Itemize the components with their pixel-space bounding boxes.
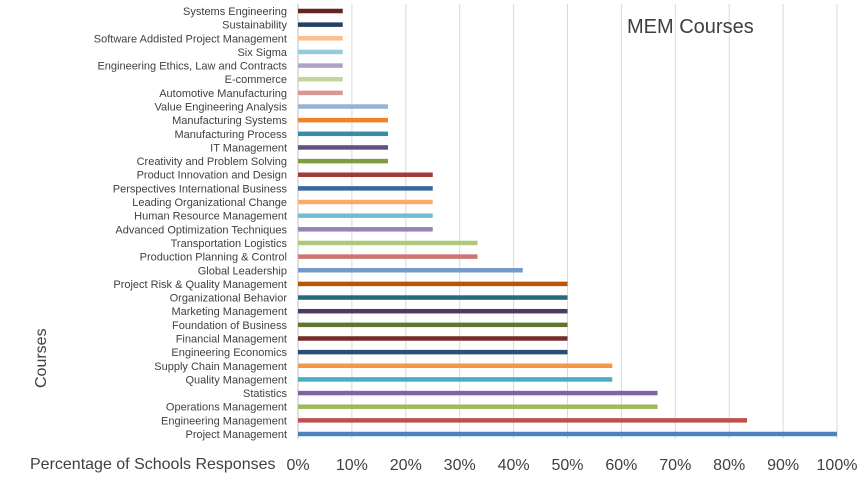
- category-label: Foundation of Business: [172, 320, 287, 332]
- bar: [298, 227, 433, 232]
- bar: [298, 213, 433, 218]
- chart-title: MEM Courses: [627, 16, 754, 38]
- bar: [298, 268, 523, 273]
- category-label: Operations Management: [166, 402, 287, 414]
- bar: [298, 336, 568, 341]
- bar: [298, 431, 837, 437]
- bar: [298, 377, 613, 382]
- bar: [298, 363, 613, 369]
- bar: [298, 390, 658, 396]
- category-label: Value Engineering Analysis: [155, 102, 288, 114]
- x-tick-label: 0%: [286, 457, 309, 474]
- category-label: Product Innovation and Design: [137, 170, 287, 182]
- category-label: Sustainability: [222, 20, 287, 32]
- category-label: Supply Chain Management: [154, 361, 287, 373]
- category-label: E-commerce: [225, 74, 287, 86]
- x-tick-label: 50%: [551, 457, 583, 474]
- category-label: Project Management: [186, 429, 288, 441]
- bar: [298, 36, 343, 41]
- category-label: Advanced Optimization Techniques: [115, 224, 287, 236]
- category-label: Engineering Economics: [171, 347, 287, 359]
- category-label: Production Planning & Control: [140, 252, 287, 264]
- category-label: Systems Engineering: [183, 6, 287, 18]
- x-tick-label: 60%: [605, 457, 637, 474]
- category-label: Quality Management: [186, 374, 288, 386]
- bar: [298, 418, 747, 423]
- category-label: Human Resource Management: [134, 211, 287, 223]
- category-label: Perspectives International Business: [113, 183, 288, 195]
- x-tick-labels: 0% 10% 20% 30% 40% 50% 60% 70% 80% 90% 100%: [286, 457, 857, 474]
- category-label: Software Addisted Project Management: [94, 33, 287, 45]
- x-tick-label: 40%: [498, 457, 530, 474]
- category-label: Manufacturing Systems: [172, 115, 287, 127]
- bar: [298, 104, 389, 109]
- category-label: Creativity and Problem Solving: [137, 156, 287, 168]
- category-label: Engineering Ethics, Law and Contracts: [97, 61, 287, 73]
- bar: [298, 308, 568, 314]
- x-tick-label: 70%: [659, 457, 691, 474]
- bars-group: [298, 8, 837, 437]
- bar: [298, 254, 478, 259]
- category-label: Statistics: [243, 388, 288, 400]
- bar: [298, 322, 568, 328]
- bar: [298, 349, 568, 355]
- category-label: Automotive Manufacturing: [159, 88, 287, 100]
- bar: [298, 172, 433, 177]
- category-label: Engineering Management: [161, 415, 287, 427]
- category-label: Organizational Behavior: [170, 293, 288, 305]
- category-label: Manufacturing Process: [175, 129, 288, 141]
- bar: [298, 295, 568, 300]
- bar: [298, 63, 343, 68]
- bar: [298, 117, 389, 123]
- bar: [298, 90, 343, 96]
- category-label: Marketing Management: [171, 306, 287, 318]
- category-label: Six Sigma: [237, 47, 287, 59]
- category-labels: Project Management Engineering Management…: [94, 6, 288, 441]
- y-axis-title: Courses: [33, 328, 50, 388]
- category-label: Leading Organizational Change: [132, 197, 287, 209]
- x-tick-label: 10%: [336, 457, 368, 474]
- category-label: Financial Management: [176, 333, 287, 345]
- gridlines: [297, 4, 838, 439]
- bar: [298, 158, 389, 164]
- category-label: Global Leadership: [198, 265, 287, 277]
- category-label: Transportation Logistics: [171, 238, 288, 250]
- category-label: IT Management: [210, 142, 287, 154]
- bar: [298, 199, 433, 205]
- bar: [298, 8, 343, 14]
- bar: [298, 281, 568, 287]
- x-tick-label: 20%: [390, 457, 422, 474]
- bar: [298, 22, 343, 27]
- bar: [298, 131, 389, 137]
- x-tick-label: 100%: [817, 457, 858, 474]
- bar: [298, 76, 343, 82]
- bar: [298, 145, 389, 150]
- bar: [298, 186, 433, 191]
- x-tick-label: 30%: [444, 457, 476, 474]
- bar: [298, 240, 478, 246]
- x-axis-title: Percentage of Schools Responses: [30, 456, 275, 473]
- category-label: Project Risk & Quality Management: [113, 279, 287, 291]
- bar: [298, 404, 658, 409]
- x-tick-label: 80%: [713, 457, 745, 474]
- bar: [298, 49, 343, 55]
- x-tick-label: 90%: [767, 457, 799, 474]
